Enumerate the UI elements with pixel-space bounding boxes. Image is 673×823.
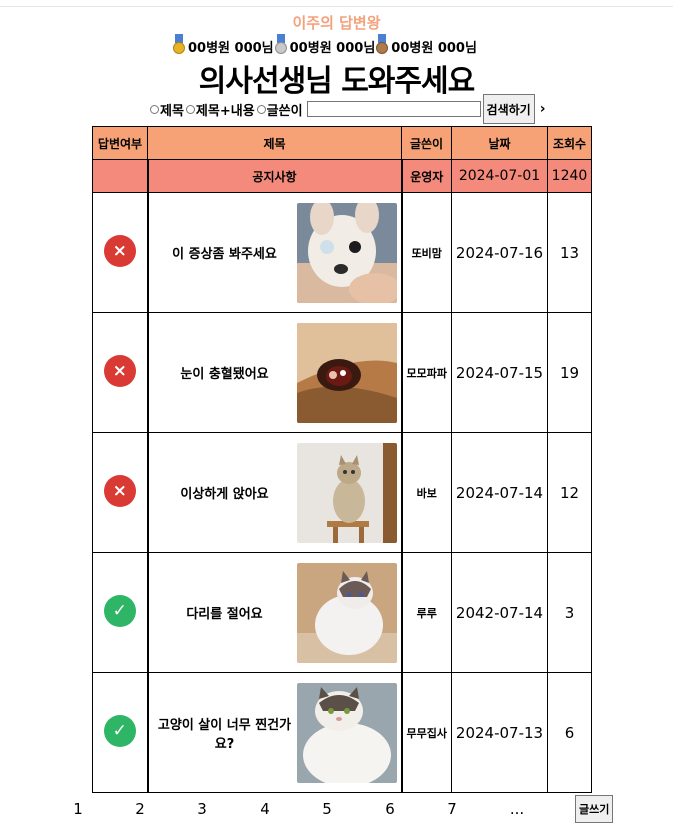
page-link-5[interactable]: 5 <box>322 800 332 818</box>
radio-icon[interactable] <box>150 104 159 114</box>
post-date: 2042-07-14 <box>451 552 548 673</box>
table-row[interactable]: × 눈이 충혈됐어요 모모파파 2024-07-15 <box>92 312 592 433</box>
post-thumbnail[interactable] <box>296 202 397 303</box>
notice-writer: 운영자 <box>401 159 452 193</box>
answered-check-icon: ✓ <box>103 594 136 627</box>
table-row[interactable]: ✓ 고양이 살이 너무 찐건가요? <box>92 672 592 793</box>
table-row[interactable]: × 이상하게 앉아요 <box>92 432 592 553</box>
post-thumbnail[interactable] <box>296 442 397 543</box>
post-writer: 무무집사 <box>401 672 452 793</box>
medal-silver: 00병원 000님 <box>274 34 376 56</box>
notice-empty-cell <box>92 159 148 193</box>
radio-icon[interactable] <box>185 104 195 114</box>
header-views: 조회수 <box>547 126 592 160</box>
page-link-6[interactable]: 6 <box>385 800 395 818</box>
search-input[interactable] <box>306 101 481 117</box>
post-title-cell[interactable]: 다리를 절어요 <box>146 552 403 673</box>
page-link-3[interactable]: 3 <box>197 800 207 818</box>
notice-title[interactable]: 공지사항 <box>146 159 403 193</box>
search-button[interactable]: 검색하기 <box>482 94 535 124</box>
medal-gold: 00병원 000님 <box>172 34 274 56</box>
post-date: 2024-07-16 <box>451 192 548 313</box>
post-table: 답변여부 제목 글쓴이 날짜 조회수 공지사항 운영자 2024-07-01 1… <box>92 126 592 793</box>
page-link-1[interactable]: 1 <box>73 800 83 818</box>
post-title[interactable]: 이상하게 앉아요 <box>180 487 269 502</box>
post-writer: 또비맘 <box>401 192 452 313</box>
post-views: 3 <box>547 552 592 673</box>
page-title: 의사선생님 도와주세요 <box>198 64 475 99</box>
medal-ranking: 00병원 000님 00병원 000님 00병원 000님 <box>172 34 477 56</box>
post-title-cell[interactable]: 고양이 살이 너무 찐건가요? <box>146 672 403 793</box>
post-title[interactable]: 고양이 살이 너무 찐건가요? <box>157 717 292 752</box>
post-writer: 바보 <box>401 432 452 553</box>
write-button[interactable]: 글쓰기 <box>575 795 614 823</box>
bronze-medal-icon <box>375 34 389 56</box>
post-thumbnail[interactable] <box>296 322 397 423</box>
post-title[interactable]: 눈이 충혈됐어요 <box>180 367 269 382</box>
silver-medal-icon <box>274 34 288 56</box>
post-date: 2024-07-15 <box>451 312 548 433</box>
post-date: 2024-07-13 <box>451 672 548 793</box>
header-date: 날짜 <box>451 126 548 160</box>
post-title-cell[interactable]: 눈이 충혈됐어요 <box>146 312 403 433</box>
notice-date: 2024-07-01 <box>451 159 548 193</box>
page-link-7[interactable]: 7 <box>447 800 457 818</box>
page-link-2[interactable]: 2 <box>135 800 145 818</box>
post-title[interactable]: 다리를 절어요 <box>186 607 263 622</box>
table-row[interactable]: ✓ 다리를 절어요 <box>92 552 592 673</box>
table-row[interactable]: × 이 증상좀 봐주세요 <box>92 192 592 313</box>
medal-bronze-name: 00병원 000님 <box>391 41 477 56</box>
radio-icon[interactable] <box>256 104 266 114</box>
post-views: 12 <box>547 432 592 553</box>
notice-row[interactable]: 공지사항 운영자 2024-07-01 1240 <box>92 159 592 193</box>
post-title-cell[interactable]: 이상하게 앉아요 <box>146 432 403 553</box>
answered-check-icon: ✓ <box>103 714 136 747</box>
header-writer: 글쓴이 <box>401 126 452 160</box>
unanswered-x-icon: × <box>103 234 136 267</box>
search-option-title[interactable]: 제목 <box>150 100 184 119</box>
weekly-answer-king-title: 이주의 답변왕 <box>292 14 381 32</box>
post-views: 13 <box>547 192 592 313</box>
answer-status-cell: × <box>92 312 148 433</box>
page-link-4[interactable]: 4 <box>260 800 270 818</box>
top-divider <box>0 6 673 7</box>
search-bar: 제목 제목+내용 글쓴이 검색하기 › <box>150 94 546 124</box>
notice-views: 1240 <box>547 159 592 193</box>
gold-medal-icon <box>172 34 186 56</box>
unanswered-x-icon: × <box>103 354 136 387</box>
header-answered: 답변여부 <box>92 126 148 160</box>
medal-gold-name: 00병원 000님 <box>188 41 274 56</box>
post-views: 19 <box>547 312 592 433</box>
post-thumbnail[interactable] <box>296 682 397 783</box>
post-views: 6 <box>547 672 592 793</box>
answer-status-cell: × <box>92 432 148 553</box>
unanswered-x-icon: × <box>103 474 136 507</box>
post-writer: 루루 <box>401 552 452 673</box>
pagination: 1 2 3 4 5 6 7 ... <box>0 798 673 823</box>
page-link-more[interactable]: ... <box>509 800 525 818</box>
post-writer: 모모파파 <box>401 312 452 433</box>
answer-status-cell: × <box>92 192 148 313</box>
answer-status-cell: ✓ <box>92 552 148 673</box>
answer-status-cell: ✓ <box>92 672 148 793</box>
search-option-writer[interactable]: 글쓴이 <box>256 100 303 119</box>
post-thumbnail[interactable] <box>296 562 397 663</box>
medal-bronze: 00병원 000님 <box>375 34 477 56</box>
table-header-row: 답변여부 제목 글쓴이 날짜 조회수 <box>92 126 592 160</box>
chevron-right-icon[interactable]: › <box>539 101 546 117</box>
post-title-cell[interactable]: 이 증상좀 봐주세요 <box>146 192 403 313</box>
search-option-title-content[interactable]: 제목+내용 <box>185 100 255 119</box>
post-date: 2024-07-14 <box>451 432 548 553</box>
header-title: 제목 <box>147 126 402 160</box>
medal-silver-name: 00병원 000님 <box>289 41 376 56</box>
post-title[interactable]: 이 증상좀 봐주세요 <box>172 247 277 262</box>
